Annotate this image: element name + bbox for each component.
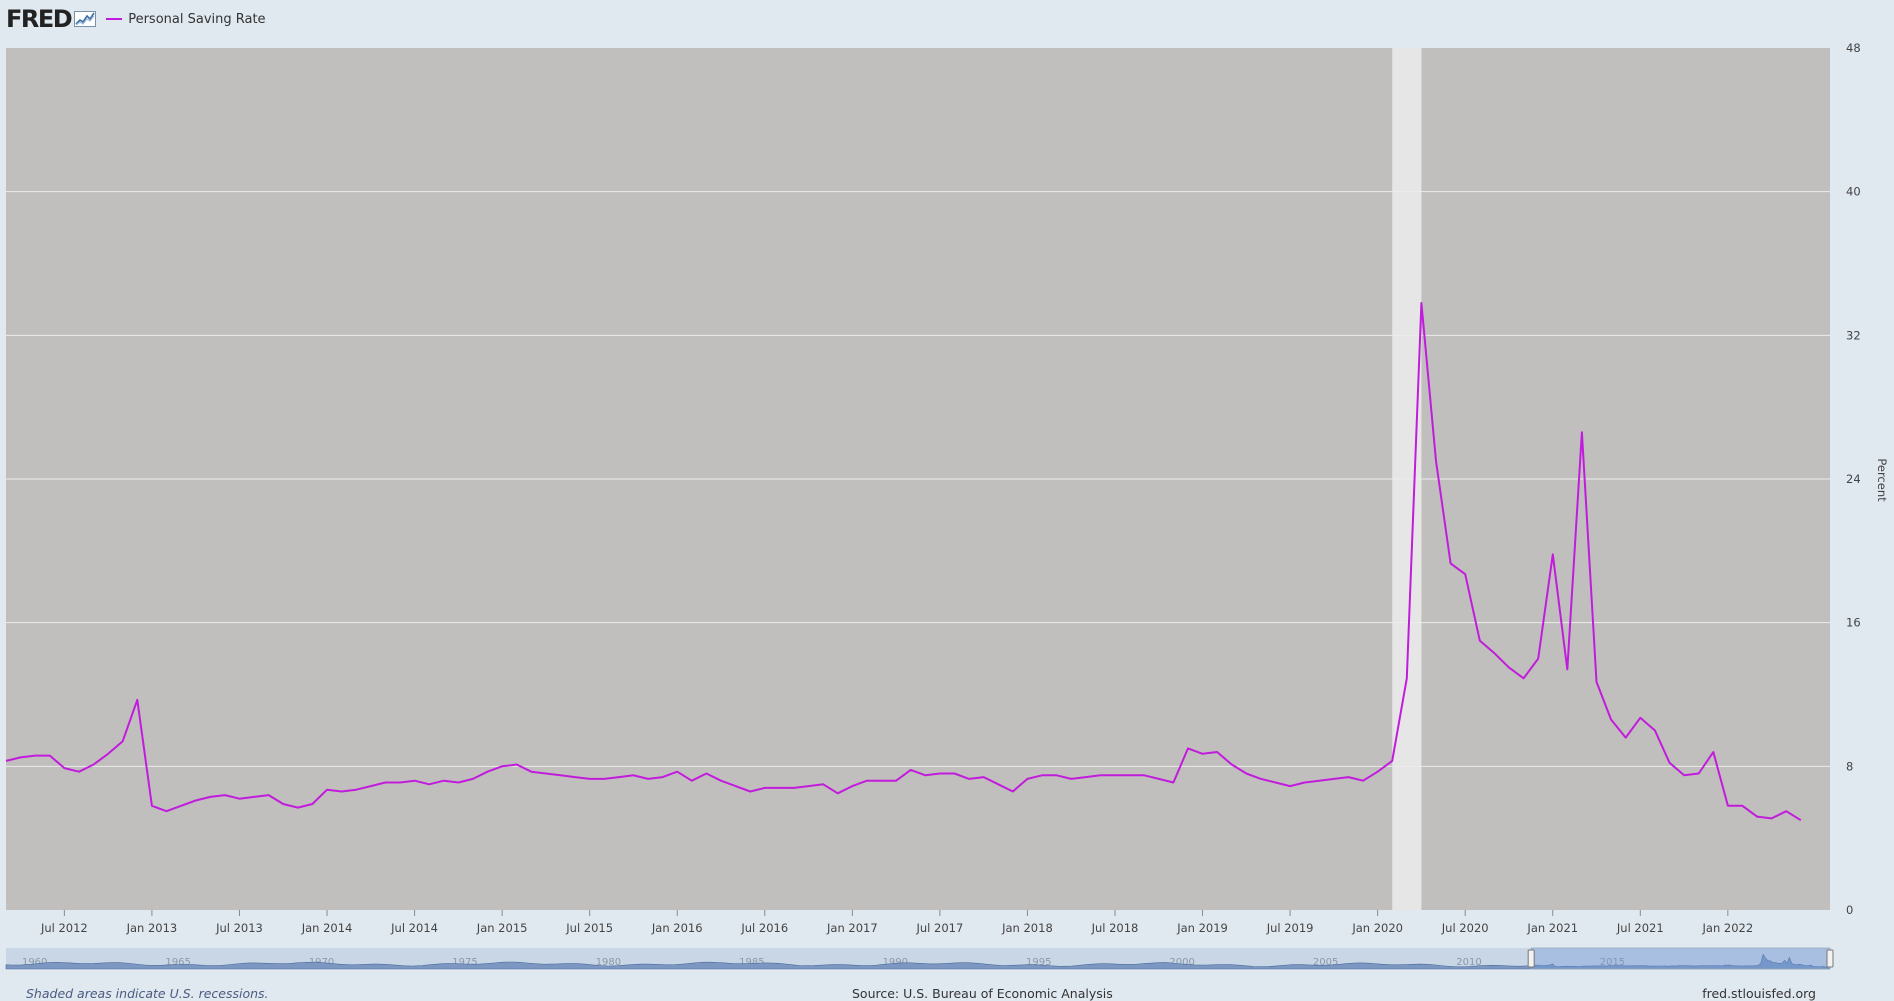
y-tick-label: 0	[1846, 903, 1853, 917]
x-tick-label: Jan 2019	[1176, 921, 1228, 935]
y-tick-label: 40	[1846, 185, 1861, 199]
legend-swatch	[106, 18, 123, 20]
navigator-label: 2010	[1456, 957, 1481, 968]
x-tick-label: Jul 2016	[740, 921, 788, 935]
x-tick-label: Jul 2015	[565, 921, 613, 935]
legend-label: Personal Saving Rate	[128, 11, 266, 27]
grid-lines	[6, 191, 1830, 767]
x-tick-label: Jul 2017	[915, 921, 963, 935]
legend[interactable]: Personal Saving Rate	[106, 11, 266, 27]
x-tick-label: Jan 2022	[1702, 921, 1754, 935]
navigator-label: 1980	[596, 957, 621, 968]
x-tick-label: Jan 2017	[826, 921, 878, 935]
x-tick-label: Jul 2012	[40, 921, 88, 935]
x-axis-ticks: Jul 2012 Jan 2013 Jul 2013 Jan 2014 Jul 2014…	[40, 910, 1753, 935]
navigator-label: 1975	[452, 957, 477, 968]
series-line[interactable]	[5, 302, 1802, 822]
y-tick-label: 16	[1846, 616, 1861, 630]
navigator-selection[interactable]	[1530, 947, 1831, 970]
x-tick-label: Jan 2013	[126, 921, 178, 935]
navigator-label: 2000	[1169, 957, 1194, 968]
x-tick-label: Jan 2021	[1526, 921, 1578, 935]
navigator-label: 1995	[1026, 957, 1051, 968]
x-tick-label: Jan 2014	[301, 921, 353, 935]
x-tick-label: Jul 2019	[1266, 921, 1314, 935]
navigator-label: 2005	[1313, 957, 1338, 968]
x-tick-label: Jan 2020	[1351, 921, 1403, 935]
navigator-label: 1985	[739, 957, 764, 968]
source-text: Source: U.S. Bureau of Economic Analysis	[852, 986, 1113, 1001]
navigator-label: 1965	[165, 957, 190, 968]
line-chart[interactable]: 0 8 16 24 32 40 48 Jul 2012 Jan 2013 Jul 2013 Jan…	[0, 0, 1894, 980]
y-tick-label: 48	[1846, 41, 1861, 55]
x-tick-label: Jul 2020	[1441, 921, 1489, 935]
source-url[interactable]: fred.stlouisfed.org	[1702, 986, 1816, 1001]
series-layer	[5, 302, 1802, 822]
navigator-label: 1990	[883, 957, 908, 968]
navigator-handle-left[interactable]	[1527, 949, 1535, 968]
navigator-handle-right[interactable]	[1826, 949, 1834, 968]
navigator-label: 1960	[22, 957, 47, 968]
y-tick-label: 32	[1846, 328, 1861, 342]
y-tick-label: 8	[1846, 759, 1853, 773]
x-tick-label: Jul 2014	[390, 921, 438, 935]
x-tick-label: Jul 2018	[1091, 921, 1139, 935]
x-tick-label: Jan 2016	[651, 921, 703, 935]
y-axis-ticks: 0 8 16 24 32 40 48	[1846, 41, 1861, 917]
chart-header: FRED Personal Saving Rate	[6, 5, 266, 33]
fred-logo[interactable]: FRED	[6, 5, 73, 33]
y-axis-label: Percent	[1875, 458, 1889, 502]
range-navigator[interactable]: 1960196519701975198019851990199520002005…	[5, 947, 1834, 970]
x-tick-label: Jan 2015	[476, 921, 528, 935]
navigator-label: 2015	[1600, 957, 1625, 968]
navigator-series-area	[5, 953, 1831, 970]
x-tick-label: Jul 2021	[1616, 921, 1664, 935]
line-chart-icon	[74, 11, 97, 27]
x-tick-label: Jan 2018	[1001, 921, 1053, 935]
x-tick-label: Jul 2013	[215, 921, 263, 935]
y-tick-label: 24	[1846, 472, 1861, 486]
recession-note: Shaded areas indicate U.S. recessions.	[26, 986, 269, 1001]
